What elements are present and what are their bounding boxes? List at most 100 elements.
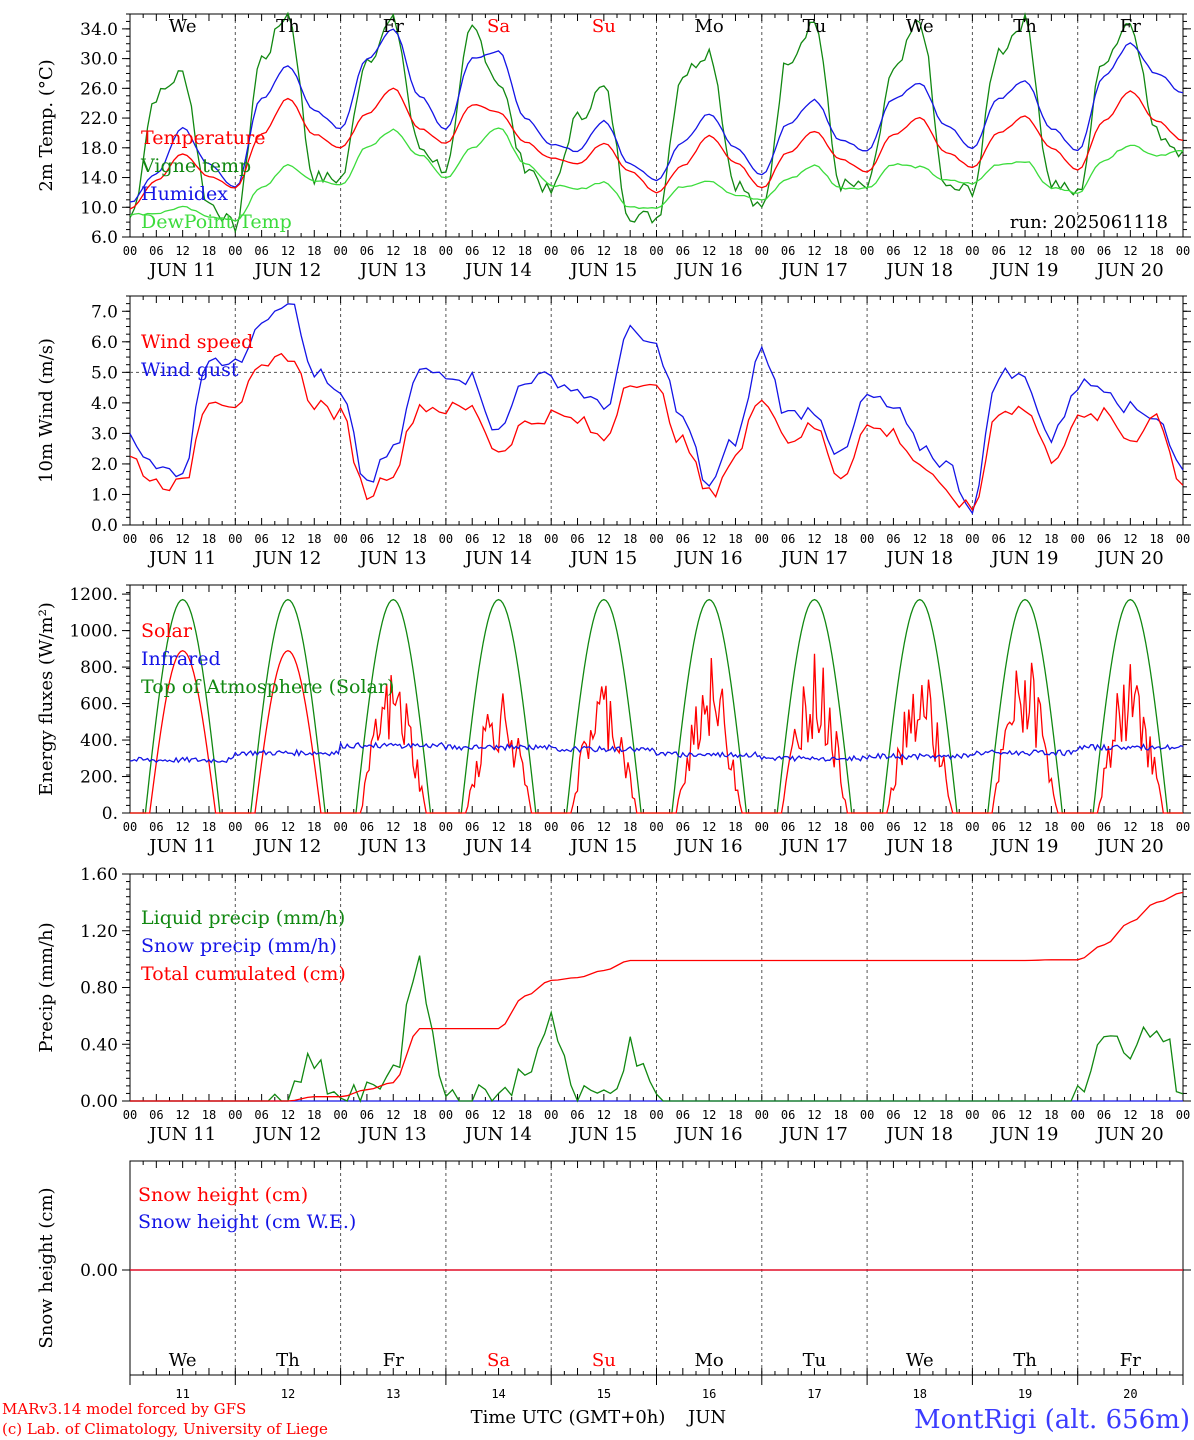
y-axis-label-0: 2m Temp. (°C) <box>36 59 57 191</box>
hour-label: 12 <box>281 820 295 834</box>
y-tick-label: 34.0 <box>80 20 118 40</box>
hour-label: 18 <box>202 820 216 834</box>
y-tick-label: 0. <box>102 804 118 824</box>
hour-label: 00 <box>1070 820 1084 834</box>
hour-label: 00 <box>755 532 769 546</box>
date-label: JUN 17 <box>779 836 848 857</box>
legend-entry-2-0: Solar <box>141 620 193 642</box>
hour-label: 12 <box>807 1108 821 1122</box>
hour-label: 18 <box>623 820 637 834</box>
hour-label: 00 <box>1176 1108 1190 1122</box>
y-axis-label-2: Energy fluxes (W/m²) <box>36 602 57 796</box>
hour-label: 00 <box>1176 820 1190 834</box>
hour-label: 00 <box>1070 532 1084 546</box>
y-tick-label: 400. <box>80 731 118 751</box>
hour-label: 06 <box>465 820 479 834</box>
hour-label: 00 <box>333 820 347 834</box>
series-line-precip-0 <box>130 955 1184 1103</box>
hour-label: 00 <box>333 532 347 546</box>
hour-label: 18 <box>834 244 848 258</box>
day-number: 20 <box>1123 1387 1137 1401</box>
day-name-top: Fr <box>1120 16 1141 37</box>
hour-label: 18 <box>412 244 426 258</box>
hour-label: 12 <box>386 1108 400 1122</box>
hour-label: 12 <box>807 820 821 834</box>
hour-label: 00 <box>228 1108 242 1122</box>
day-name-bottom: Th <box>1013 1350 1037 1371</box>
day-name-top: Fr <box>383 16 404 37</box>
hour-label: 00 <box>755 1108 769 1122</box>
hour-label: 06 <box>254 1108 268 1122</box>
date-label: JUN 13 <box>358 1124 427 1145</box>
hour-label: 12 <box>281 244 295 258</box>
hour-label: 12 <box>702 820 716 834</box>
y-tick-label: 30.0 <box>80 50 118 70</box>
credit-line-1: MARv3.14 model forced by GFS <box>2 1400 246 1418</box>
day-number: 11 <box>175 1387 189 1401</box>
hour-label: 00 <box>965 532 979 546</box>
y-tick-label: 0.0 <box>91 516 118 536</box>
credit-line-2: (c) Lab. of Climatology, University of L… <box>2 1420 328 1438</box>
y-tick-label: 0.40 <box>80 1035 118 1055</box>
series-line-temp-0 <box>129 87 1184 210</box>
date-label: JUN 17 <box>779 548 848 569</box>
day-number: 16 <box>702 1387 716 1401</box>
date-label: JUN 18 <box>884 836 953 857</box>
y-tick-label: 0.00 <box>80 1261 118 1281</box>
hour-label: 18 <box>939 532 953 546</box>
y-tick-label: 6.0 <box>91 333 118 353</box>
day-name-top: We <box>169 16 197 37</box>
legend-entry-3-0: Liquid precip (mm/h) <box>141 907 345 929</box>
hour-label: 06 <box>570 820 584 834</box>
hour-label: 06 <box>465 1108 479 1122</box>
day-number: 18 <box>913 1387 927 1401</box>
hour-label: 18 <box>307 1108 321 1122</box>
day-name-bottom: Sa <box>487 1350 510 1371</box>
day-name-bottom: Mo <box>695 1350 724 1371</box>
date-label: JUN 16 <box>674 548 743 569</box>
day-name-bottom: Tu <box>803 1350 827 1371</box>
hour-label: 06 <box>676 532 690 546</box>
hour-label: 06 <box>254 820 268 834</box>
hour-label: 18 <box>518 1108 532 1122</box>
date-label: JUN 20 <box>1095 548 1164 569</box>
x-axis-month: JUN <box>686 1407 726 1428</box>
hour-label: 12 <box>1018 532 1032 546</box>
hour-label: 00 <box>1176 244 1190 258</box>
hour-label: 00 <box>965 1108 979 1122</box>
hour-label: 12 <box>807 532 821 546</box>
hour-label: 12 <box>1123 532 1137 546</box>
hour-label: 06 <box>1097 1108 1111 1122</box>
hour-label: 00 <box>439 532 453 546</box>
hour-label: 00 <box>649 532 663 546</box>
hour-label: 00 <box>123 820 137 834</box>
hour-label: 06 <box>149 1108 163 1122</box>
date-label: JUN 15 <box>568 836 637 857</box>
hour-label: 18 <box>623 244 637 258</box>
hour-label: 12 <box>1018 1108 1032 1122</box>
hour-label: 06 <box>570 1108 584 1122</box>
hour-label: 18 <box>1149 1108 1163 1122</box>
hour-label: 12 <box>597 532 611 546</box>
hour-label: 00 <box>1070 244 1084 258</box>
date-label: JUN 12 <box>253 1124 322 1145</box>
hour-label: 12 <box>702 244 716 258</box>
hour-label: 18 <box>1149 244 1163 258</box>
series-line-temp-1 <box>129 11 1184 234</box>
day-name-bottom: Su <box>592 1350 616 1371</box>
hour-label: 18 <box>1044 244 1058 258</box>
hour-label: 00 <box>649 244 663 258</box>
hour-label: 06 <box>991 1108 1005 1122</box>
hour-label: 06 <box>360 532 374 546</box>
date-label: JUN 14 <box>463 260 532 281</box>
hour-label: 18 <box>202 532 216 546</box>
day-name-top: Mo <box>695 16 724 37</box>
date-label: JUN 18 <box>884 260 953 281</box>
hour-label: 18 <box>518 820 532 834</box>
hour-label: 12 <box>1123 1108 1137 1122</box>
hour-label: 06 <box>149 532 163 546</box>
y-tick-label: 2.0 <box>91 455 118 475</box>
hour-label: 00 <box>439 820 453 834</box>
hour-label: 12 <box>491 820 505 834</box>
hour-label: 18 <box>939 244 953 258</box>
